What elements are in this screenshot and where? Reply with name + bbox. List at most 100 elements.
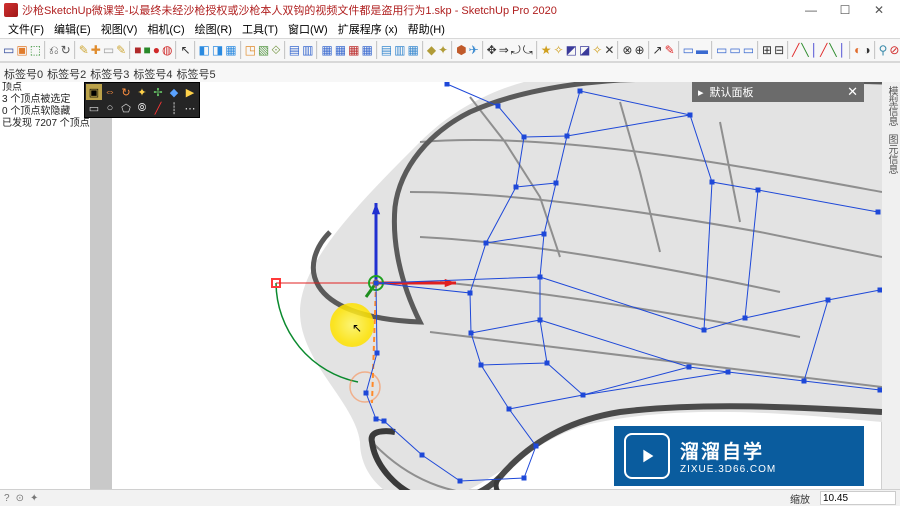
toolbar-icon[interactable]: ▭ bbox=[103, 41, 114, 59]
person-icon[interactable]: ✦ bbox=[30, 493, 38, 504]
vertex[interactable] bbox=[565, 134, 570, 139]
geo-icon[interactable]: ⊙ bbox=[16, 493, 24, 504]
toolbar-icon[interactable]: ▥ bbox=[394, 41, 405, 59]
vcb-input[interactable] bbox=[820, 491, 896, 505]
toolbar-icon[interactable]: ╱ bbox=[792, 41, 799, 59]
vt-soft-icon[interactable]: ◆ bbox=[166, 84, 182, 100]
toolbar-icon[interactable]: ◆ bbox=[427, 41, 436, 59]
vertex[interactable] bbox=[826, 298, 831, 303]
vertex[interactable] bbox=[688, 113, 693, 118]
vertex[interactable] bbox=[479, 363, 484, 368]
toolbar-icon[interactable]: ✎ bbox=[116, 41, 126, 59]
vertex[interactable] bbox=[496, 104, 501, 109]
vertex[interactable] bbox=[702, 328, 707, 333]
toolbar-icon[interactable]: ▦ bbox=[348, 41, 359, 59]
toolbar-icon[interactable]: ⬚ bbox=[30, 41, 41, 59]
vertex[interactable] bbox=[484, 241, 489, 246]
layer-label[interactable]: 标签号3 bbox=[90, 66, 129, 82]
toolbar-icon[interactable]: ◑ bbox=[863, 41, 870, 59]
vt-more-icon[interactable]: ⋯ bbox=[182, 100, 198, 116]
vertex[interactable] bbox=[374, 417, 379, 422]
vertex[interactable] bbox=[538, 275, 543, 280]
vt-rect-icon[interactable]: ▭ bbox=[86, 100, 102, 116]
toolbar-icon[interactable]: ✥ bbox=[487, 41, 497, 59]
layer-label[interactable]: 标签号5 bbox=[177, 66, 216, 82]
toolbar-icon[interactable]: ✎ bbox=[665, 41, 675, 59]
toolbar-icon[interactable]: ◧ bbox=[199, 41, 210, 59]
toolbar-icon[interactable]: ▭ bbox=[3, 41, 14, 59]
vt-select-icon[interactable]: ▣ bbox=[86, 84, 102, 100]
toolbar-icon[interactable]: ◳ bbox=[245, 41, 256, 59]
vertex[interactable] bbox=[542, 232, 547, 237]
vt-make-icon[interactable]: ▶ bbox=[182, 84, 198, 100]
menu-item[interactable]: 窗口(W) bbox=[284, 21, 332, 37]
vertex[interactable] bbox=[514, 185, 519, 190]
toolbar-icon[interactable]: ✎ bbox=[79, 41, 89, 59]
toolbar-icon[interactable]: ▦ bbox=[361, 41, 372, 59]
toolbar-icon[interactable]: ✚ bbox=[91, 41, 101, 59]
vt-gizmo-icon[interactable]: ✢ bbox=[150, 84, 166, 100]
toolbar-icon[interactable]: ▦ bbox=[225, 41, 236, 59]
vertex[interactable] bbox=[374, 281, 379, 286]
toolbar-icon[interactable]: ▤ bbox=[381, 41, 392, 59]
toolbar-icon[interactable]: │ bbox=[839, 41, 847, 59]
vertex[interactable] bbox=[756, 188, 761, 193]
vertex[interactable] bbox=[522, 476, 527, 481]
toolbar-icon[interactable]: ✈ bbox=[469, 41, 479, 59]
toolbar-icon[interactable]: ◨ bbox=[212, 41, 223, 59]
toolbar-icon[interactable]: ↻ bbox=[61, 41, 71, 59]
vertex[interactable] bbox=[468, 291, 473, 296]
vertex[interactable] bbox=[687, 365, 692, 370]
toolbar-icon[interactable]: ↖ bbox=[180, 41, 190, 59]
layer-label[interactable]: 标签号2 bbox=[47, 66, 86, 82]
vertex[interactable] bbox=[545, 361, 550, 366]
toolbar-icon[interactable]: ↗ bbox=[653, 41, 663, 59]
menu-item[interactable]: 帮助(H) bbox=[404, 21, 449, 37]
toolbar-icon[interactable]: ● bbox=[153, 41, 160, 59]
toolbar-icon[interactable]: ⤾ bbox=[511, 41, 521, 59]
toolbar-icon[interactable]: ⎌ bbox=[49, 41, 59, 59]
toolbar-icon[interactable]: ⇒ bbox=[499, 41, 509, 59]
menu-item[interactable]: 文件(F) bbox=[4, 21, 48, 37]
vertex[interactable] bbox=[726, 370, 731, 375]
menu-item[interactable]: 工具(T) bbox=[238, 21, 282, 37]
vertex[interactable] bbox=[554, 181, 559, 186]
vt-rotate-icon[interactable]: ↻ bbox=[118, 84, 134, 100]
vertex[interactable] bbox=[710, 180, 715, 185]
menu-item[interactable]: 扩展程序 (x) bbox=[334, 21, 402, 37]
vertex[interactable] bbox=[802, 379, 807, 384]
toolbar-icon[interactable]: ✧ bbox=[592, 41, 602, 59]
layer-label[interactable]: 标签号0 bbox=[4, 66, 43, 82]
toolbar-icon[interactable]: ⤿ bbox=[523, 41, 533, 59]
toolbar-icon[interactable]: │ bbox=[811, 41, 819, 59]
vertex[interactable] bbox=[364, 391, 369, 396]
vertex[interactable] bbox=[581, 393, 586, 398]
toolbar-icon[interactable]: ▭ bbox=[683, 41, 694, 59]
vertex[interactable] bbox=[382, 419, 387, 424]
tray-close-icon[interactable]: ✕ bbox=[847, 84, 858, 100]
toolbar-icon[interactable]: ▭ bbox=[716, 41, 727, 59]
vertex[interactable] bbox=[469, 331, 474, 336]
help-icon[interactable]: ? bbox=[4, 493, 10, 504]
menu-item[interactable]: 视图(V) bbox=[97, 21, 142, 37]
vertex[interactable] bbox=[458, 479, 463, 484]
tray-collapse-icon[interactable]: ▸ bbox=[698, 86, 704, 99]
vertex[interactable] bbox=[522, 135, 527, 140]
vertex[interactable] bbox=[534, 444, 539, 449]
toolbar-icon[interactable]: ✦ bbox=[438, 41, 448, 59]
maximize-button[interactable]: ☐ bbox=[828, 0, 862, 20]
toolbar-icon[interactable]: ✕ bbox=[604, 41, 614, 59]
toolbar-icon[interactable]: ⊕ bbox=[634, 41, 644, 59]
vertex[interactable] bbox=[445, 82, 450, 87]
tray-tab-0[interactable]: 模型信息 bbox=[882, 82, 900, 130]
toolbar-icon[interactable]: ◐ bbox=[854, 41, 861, 59]
vertex[interactable] bbox=[507, 407, 512, 412]
close-button[interactable]: ✕ bbox=[862, 0, 896, 20]
toolbar-icon[interactable]: ✧ bbox=[554, 41, 564, 59]
toolbar-icon[interactable]: ▧ bbox=[258, 41, 269, 59]
toolbar-icon[interactable]: ◩ bbox=[566, 41, 577, 59]
toolbar-icon[interactable]: ▭ bbox=[743, 41, 754, 59]
vertex[interactable] bbox=[743, 316, 748, 321]
menu-item[interactable]: 绘图(R) bbox=[191, 21, 236, 37]
toolbar-icon[interactable]: ▣ bbox=[16, 41, 27, 59]
